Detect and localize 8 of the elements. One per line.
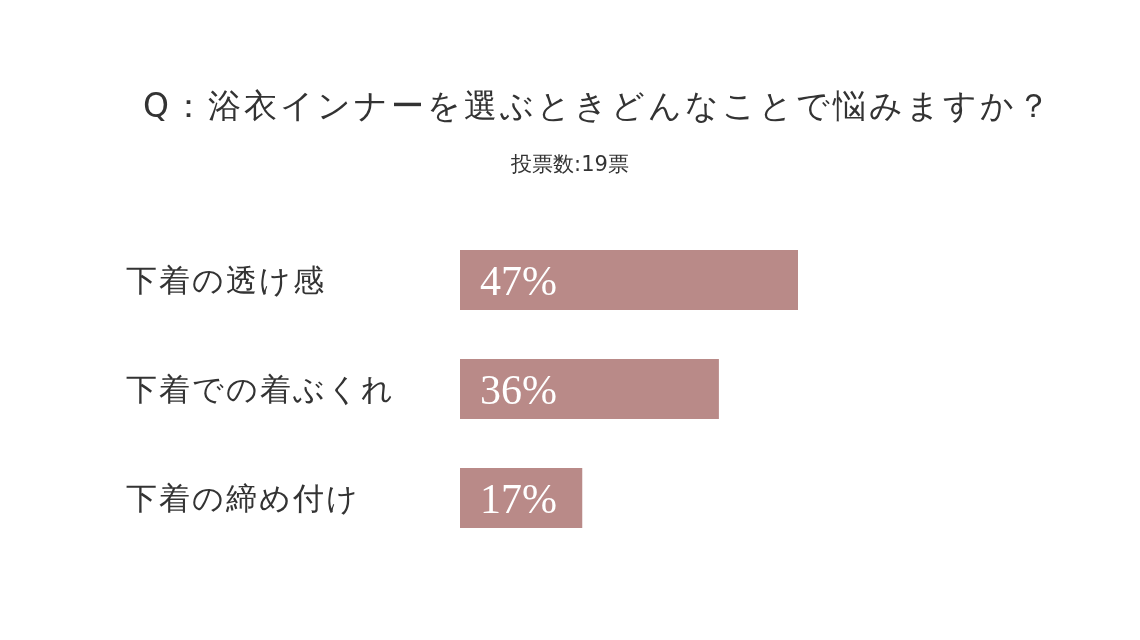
data-label: 17%: [480, 476, 557, 522]
chart-title: Q：浴衣インナーを選ぶときどんなことで悩みますか？: [143, 86, 1053, 125]
chart-subtitle: 投票数:19票: [510, 152, 629, 176]
data-label: 36%: [480, 367, 557, 413]
y-tick-label: 下着での着ぶくれ: [126, 371, 395, 407]
y-tick-label: 下着の締め付け: [126, 480, 360, 516]
data-label: 47%: [480, 258, 557, 304]
y-tick-label: 下着の透け感: [126, 262, 326, 298]
